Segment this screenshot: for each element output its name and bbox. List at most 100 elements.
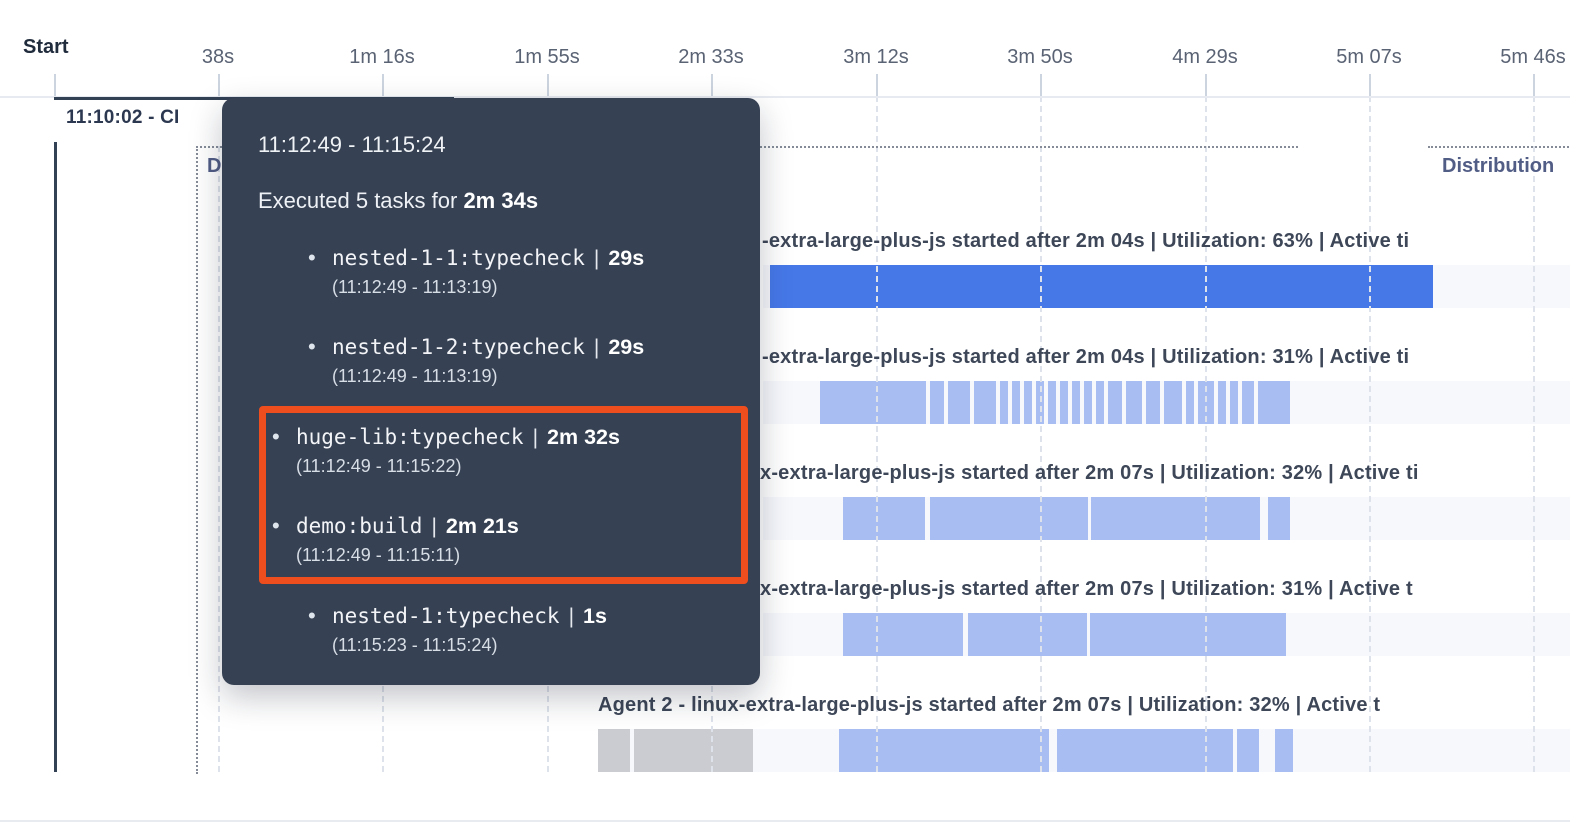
axis-tick-mark [1040,74,1042,96]
separator: | [568,605,575,628]
task-segment[interactable] [843,613,963,656]
separator: | [593,336,600,359]
task-duration: 2m 32s [547,425,620,449]
task-segment[interactable] [1275,729,1293,772]
run-span-left-border [54,97,57,772]
task-segment[interactable] [1218,381,1226,424]
task-segment[interactable] [820,381,926,424]
task-segment[interactable] [839,729,1049,772]
task-segment[interactable] [930,497,1088,540]
agent-track[interactable] [763,613,1570,656]
agent-track[interactable] [763,381,1570,424]
agent-row-label: -extra-large-plus-js started after 2m 04… [762,346,1410,368]
task-time-range: (11:12:49 - 11:13:19) [332,277,498,297]
task-name: demo:build [296,514,423,538]
task-segment[interactable] [1096,381,1104,424]
agent-row-label: -extra-large-plus-js started after 2m 04… [762,230,1410,252]
task-segment[interactable] [1000,381,1008,424]
task-duration: 2m 21s [445,514,519,538]
axis-tick-mark [1205,74,1207,96]
axis-tick-mark [218,74,220,96]
header-border [0,96,1570,98]
idle-segment[interactable] [598,729,630,772]
task-segment[interactable] [1048,381,1056,424]
tooltip-time-range: 11:12:49 - 11:15:24 [258,132,446,157]
gridline [876,96,878,772]
task-segment[interactable] [974,381,996,424]
task-segment[interactable] [1012,381,1020,424]
task-time-range: (11:15:23 - 11:15:24) [332,635,498,655]
separator: | [532,426,539,449]
agent-tasks-tooltip: 11:12:49 - 11:15:24 Executed 5 tasks for… [222,98,760,685]
task-segment[interactable] [843,497,925,540]
task-segment[interactable] [1057,729,1233,772]
bullet-icon: • [272,513,280,538]
task-name: huge-lib:typecheck [296,425,524,449]
gridline [1040,96,1042,772]
task-segment[interactable] [1091,497,1260,540]
axis-tick-mark [711,74,713,96]
distribution-region-right: Distribution [1428,146,1570,774]
tooltip-task-item: • nested-1:typecheck | 1s (11:15:23 - 11:15:… [308,601,740,658]
task-segment[interactable] [1164,381,1182,424]
tooltip-summary-prefix: Executed 5 tasks for [258,188,464,213]
axis-tick-mark [1533,74,1535,96]
separator: | [593,247,600,270]
task-segment[interactable] [1237,729,1259,772]
task-segment[interactable] [1024,381,1032,424]
axis-tick-mark [876,74,878,96]
axis-tick-label: 5m 07s [1336,46,1402,68]
task-name-line: nested-1:typecheck | 1s [332,601,607,632]
task-segment[interactable] [948,381,970,424]
task-segment[interactable] [1108,381,1122,424]
idle-segment[interactable] [634,729,753,772]
agent-track[interactable] [763,497,1570,540]
active-segment[interactable] [770,265,1433,308]
tooltip-summary-duration: 2m 34s [463,188,539,213]
task-name-line: huge-lib:typecheck | 2m 32s [296,422,620,453]
task-segment[interactable] [1258,381,1290,424]
task-duration: 1s [583,604,607,628]
bullet-icon: • [308,245,316,270]
axis-tick-label: 4m 29s [1172,46,1238,68]
task-duration: 29s [608,335,645,359]
task-segment[interactable] [1242,381,1254,424]
agent-track[interactable] [763,265,1570,308]
task-segment[interactable] [1186,381,1194,424]
bullet-icon: • [308,334,316,359]
task-segment[interactable] [1146,381,1160,424]
axis-tick-label: 3m 50s [1007,46,1073,68]
axis-tick-label: 2m 33s [678,46,744,68]
highlighted-tasks-box: • huge-lib:typecheck | 2m 32s (11:12:49 - 11… [259,406,748,584]
axis-tick-mark [547,74,549,96]
task-segment[interactable] [1072,381,1080,424]
task-segment[interactable] [930,381,944,424]
agent-track[interactable] [598,729,1570,772]
run-span-label: 11:10:02 - CI [66,107,180,128]
axis-tick-mark [1369,74,1371,96]
tooltip-task-list: • nested-1-1:typecheck | 29s (11:12:49 - 11:… [258,243,748,658]
agent-row-label: Agent 2 - linux-extra-large-plus-js star… [598,694,1381,716]
axis-tick-label: 38s [201,46,235,68]
task-segment[interactable] [1060,381,1068,424]
task-segment[interactable] [968,613,1087,656]
task-segment[interactable] [1090,613,1286,656]
bullet-icon: • [272,424,280,449]
task-segment[interactable] [1126,381,1142,424]
axis-tick-mark [54,74,56,96]
task-name: nested-1:typecheck [332,604,560,628]
task-segment[interactable] [1268,497,1290,540]
axis-tick-label: 1m 55s [514,46,580,68]
task-segment[interactable] [1084,381,1092,424]
gridline [1205,96,1207,772]
task-name: nested-1-1:typecheck [332,246,585,270]
timeline-header: Start 38s 1m 16s 1m 55s 2m 33s 3m 12s 3m 50s 4… [0,0,1570,96]
task-name-line: nested-1-1:typecheck | 29s [332,243,644,274]
tooltip-summary: Executed 5 tasks for 2m 34s [258,186,740,216]
axis-tick-label: 1m 16s [349,46,415,68]
agent-row-label: x-extra-large-plus-js started after 2m 0… [760,462,1419,484]
task-name-line: nested-1-2:typecheck | 29s [332,332,644,363]
task-segment[interactable] [1230,381,1238,424]
task-time-range: (11:12:49 - 11:15:11) [296,545,461,565]
task-duration: 29s [608,246,645,270]
